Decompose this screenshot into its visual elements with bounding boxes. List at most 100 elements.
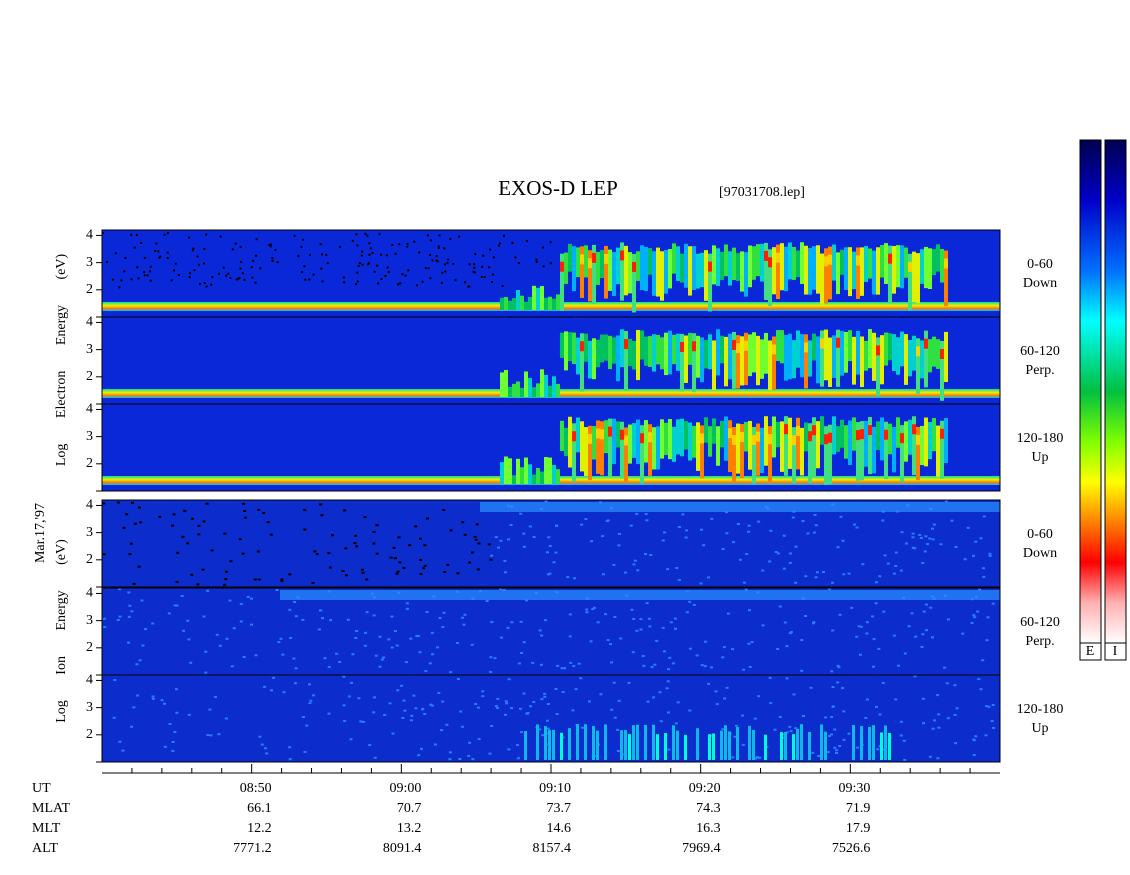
texture	[855, 635, 859, 638]
texture	[680, 341, 684, 352]
texture	[238, 276, 241, 279]
texture	[976, 610, 980, 613]
texture	[789, 631, 793, 634]
texture	[520, 731, 524, 734]
texture	[708, 734, 711, 760]
texture	[196, 255, 199, 258]
texture	[792, 693, 796, 696]
texture	[610, 708, 614, 711]
texture	[855, 526, 859, 529]
texture	[692, 333, 696, 393]
texture	[794, 545, 798, 548]
texture	[700, 664, 704, 667]
texture	[860, 247, 864, 296]
texture	[708, 261, 712, 272]
texture	[652, 427, 656, 470]
texture	[864, 246, 868, 282]
texture	[338, 660, 342, 663]
texture	[223, 532, 227, 535]
texture	[366, 234, 369, 237]
texture	[692, 341, 696, 352]
texture	[840, 419, 844, 448]
texture	[271, 259, 274, 262]
texture	[113, 678, 117, 681]
texture	[856, 255, 860, 266]
texture	[277, 641, 281, 644]
texture	[214, 695, 218, 698]
texture	[416, 634, 420, 637]
texture	[937, 713, 941, 716]
texture	[720, 420, 724, 448]
texture	[667, 748, 671, 751]
texture	[135, 233, 138, 236]
texture	[757, 695, 761, 698]
texture	[493, 657, 497, 660]
texture	[449, 529, 453, 532]
texture	[384, 274, 387, 277]
electron-axis-label: Log Electron Energy (eV)	[54, 254, 69, 467]
texture	[151, 695, 155, 698]
texture	[791, 516, 795, 519]
texture	[323, 657, 327, 660]
texture	[254, 654, 258, 657]
texture	[140, 242, 143, 245]
texture	[303, 750, 307, 753]
texture	[280, 580, 284, 583]
texture	[481, 690, 485, 693]
texture	[820, 330, 824, 387]
texture	[910, 612, 914, 615]
texture	[183, 509, 187, 512]
texture	[508, 300, 512, 310]
texture	[830, 716, 834, 719]
texture	[812, 622, 816, 625]
texture	[592, 426, 596, 460]
texture	[804, 334, 808, 389]
texture	[732, 339, 736, 350]
texture	[438, 234, 441, 237]
texture	[511, 241, 514, 244]
texture	[349, 681, 353, 684]
texture	[204, 671, 208, 674]
texture	[896, 417, 900, 448]
texture	[357, 697, 361, 700]
texture	[789, 552, 793, 555]
texture	[271, 257, 274, 260]
texture	[128, 553, 132, 556]
texture	[768, 676, 772, 679]
texture	[886, 562, 890, 565]
texture	[441, 700, 445, 703]
texture	[695, 654, 699, 657]
texture	[468, 285, 471, 288]
texture	[604, 420, 608, 454]
texture	[390, 615, 394, 618]
x-tick-label: 09:00	[389, 781, 421, 796]
texture	[872, 638, 876, 641]
texture	[688, 246, 692, 296]
texture	[297, 255, 300, 258]
texture	[979, 537, 983, 540]
texture	[401, 716, 405, 719]
texture	[473, 263, 476, 266]
texture	[138, 659, 142, 662]
texture	[808, 431, 812, 442]
texture	[592, 244, 596, 305]
texture	[715, 703, 719, 706]
texture	[664, 332, 668, 376]
texture	[712, 245, 716, 285]
texture	[158, 256, 161, 259]
texture	[732, 331, 736, 389]
texture	[256, 550, 260, 553]
texture	[666, 680, 670, 683]
texture	[106, 260, 109, 263]
texture	[376, 264, 379, 267]
texture	[280, 578, 284, 581]
texture	[372, 542, 376, 545]
texture	[136, 266, 139, 269]
texture	[780, 243, 784, 291]
texture	[933, 719, 937, 722]
texture	[440, 729, 444, 732]
texture	[536, 287, 540, 310]
texture	[160, 699, 164, 702]
y-tick-label: 4	[86, 586, 93, 601]
texture	[149, 270, 152, 273]
